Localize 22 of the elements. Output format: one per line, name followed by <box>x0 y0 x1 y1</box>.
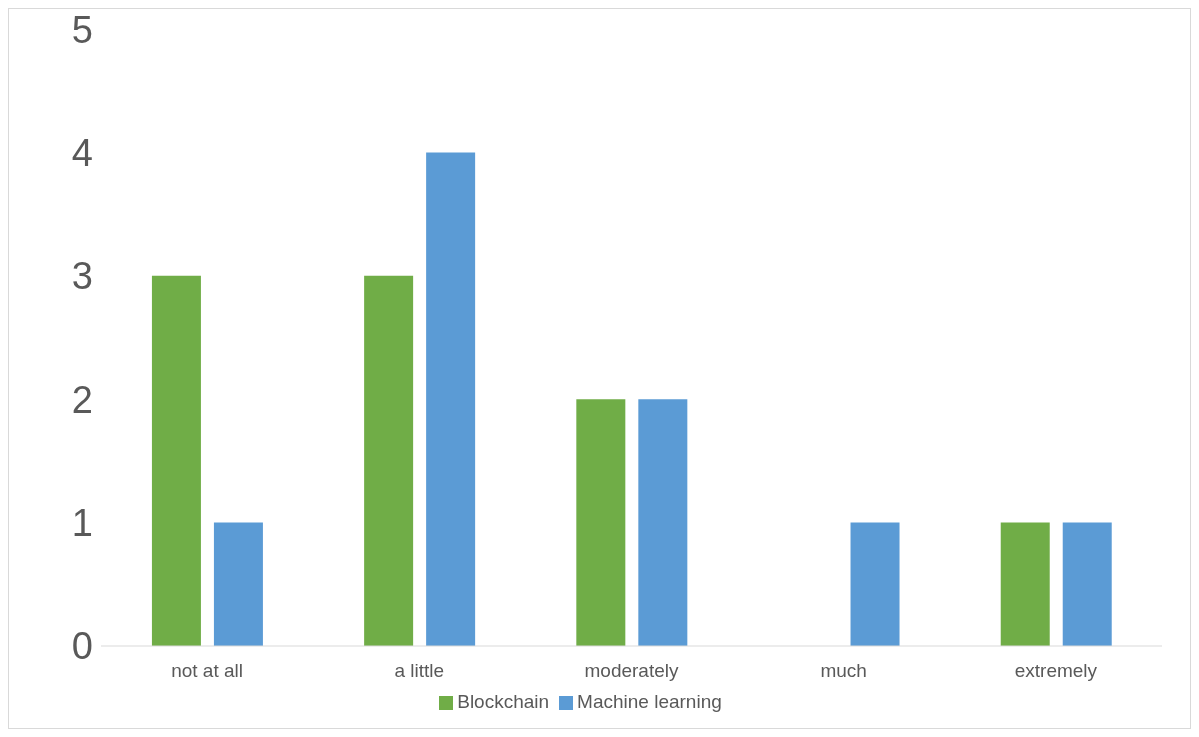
bar <box>638 399 688 646</box>
legend-label: Machine learning <box>577 691 722 712</box>
y-tick-label: 1 <box>71 502 93 545</box>
bar <box>426 152 476 646</box>
bar <box>850 522 900 646</box>
bar <box>364 275 414 646</box>
bar <box>151 275 201 646</box>
x-tick-label: moderately <box>584 660 679 682</box>
x-tick-label: extremely <box>1014 660 1098 682</box>
y-tick-label: 0 <box>71 625 93 668</box>
y-tick-label: 3 <box>71 255 93 298</box>
y-tick-label: 5 <box>71 8 93 51</box>
legend-label: Blockchain <box>457 691 550 712</box>
bar <box>1062 522 1112 646</box>
x-tick-label: not at all <box>171 660 244 682</box>
y-tick-label: 2 <box>71 378 93 421</box>
x-tick-label: much <box>820 660 867 682</box>
bar <box>213 522 263 646</box>
x-tick-label: a little <box>394 660 445 682</box>
bar <box>576 399 626 646</box>
y-tick-label: 4 <box>71 131 93 174</box>
bar <box>1000 522 1050 646</box>
